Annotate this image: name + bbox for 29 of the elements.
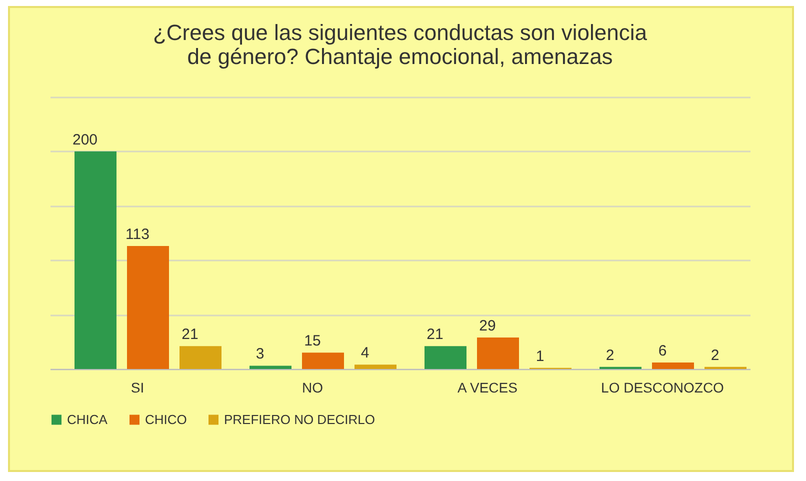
data-label: 3: [256, 346, 264, 363]
data-label: 1: [536, 348, 544, 365]
legend-label: CHICO: [145, 412, 187, 427]
data-label: 21: [426, 326, 444, 344]
x-tick-label: NO: [302, 380, 324, 396]
x-tick-label: LO DESCONOZCO: [601, 380, 724, 396]
data-label: 200: [72, 131, 98, 148]
bar: [477, 337, 519, 369]
data-label: 21: [182, 326, 198, 344]
data-label: 6: [658, 342, 667, 360]
data-label: 113: [126, 226, 150, 244]
chart-title: ¿Crees que las siguientes conductas son violencia de género? Chantaje emocional, amenazas: [152, 20, 648, 69]
data-label: 2: [710, 346, 720, 364]
bar: [74, 151, 116, 369]
bar: [302, 352, 344, 369]
bar: [354, 364, 396, 369]
x-tick-label: SI: [130, 380, 144, 396]
bar: [250, 366, 292, 369]
bar: [127, 246, 169, 369]
x-tick-label: A VECES: [458, 380, 518, 396]
bar: [180, 346, 222, 369]
legend-label: CHICA: [67, 412, 108, 427]
bar: [652, 362, 694, 369]
data-label: 15: [304, 332, 321, 350]
data-label: 4: [360, 344, 370, 362]
data-label: 2: [606, 346, 614, 364]
bar: [424, 346, 466, 369]
legend-label: PREFIERO NO DECIRLO: [224, 412, 375, 427]
data-label: 29: [479, 317, 496, 334]
